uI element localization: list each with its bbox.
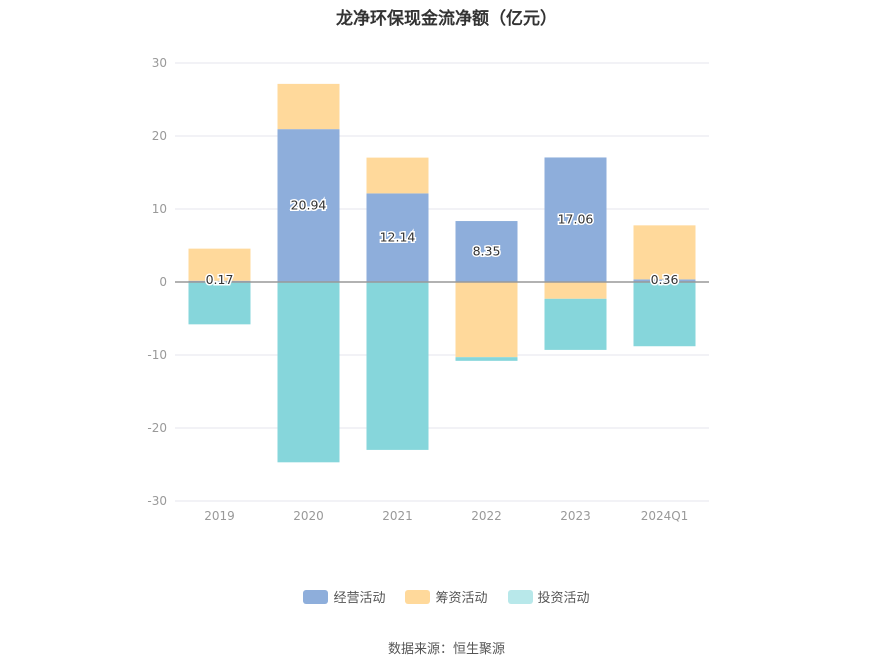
x-axis-ticks: 2019 2020 2021 2022 2023 2024Q1 <box>204 509 688 523</box>
legend-item-operating[interactable]: 经营活动 <box>303 587 385 606</box>
bar-segment <box>455 221 518 282</box>
y-tick-label: -20 <box>147 421 167 435</box>
data-source: 数据来源：恒生聚源 <box>387 642 505 657</box>
x-tick-label: 2020 <box>293 509 324 523</box>
bar-segment <box>633 225 696 280</box>
data-labels: 0.17 20.94 12.14 8.35 17.06 0.36 <box>204 196 680 288</box>
bar-segment <box>455 357 518 361</box>
legend-swatch <box>405 589 431 604</box>
x-tick-label: 2024Q1 <box>641 509 689 523</box>
bar-segment <box>366 193 429 282</box>
y-tick-label: 20 <box>152 129 167 143</box>
y-tick-label: -30 <box>147 494 167 508</box>
data-label: 8.35 <box>473 244 501 259</box>
chart-title: 龙净环保现金流净额（亿元） <box>336 9 557 29</box>
bar-segment <box>188 282 251 325</box>
data-label: 0.36 <box>651 272 679 287</box>
bar-segment <box>544 282 607 299</box>
bar-segment <box>277 282 340 463</box>
bar-segment <box>544 298 607 350</box>
bars <box>188 83 696 463</box>
y-tick-label: 10 <box>152 202 167 216</box>
bar-segment <box>544 157 607 282</box>
legend-item-financing[interactable]: 筹资活动 <box>405 587 488 606</box>
x-tick-label: 2021 <box>382 509 413 523</box>
x-tick-label: 2019 <box>204 509 235 523</box>
y-tick-label: -10 <box>147 348 167 362</box>
data-label: 20.94 <box>291 198 327 213</box>
bar-segment <box>633 282 696 347</box>
x-tick-label: 2022 <box>471 509 502 523</box>
bar-segment <box>455 282 518 358</box>
legend-swatch <box>507 589 533 604</box>
bar-segment <box>366 157 429 194</box>
bar-segment <box>366 282 429 450</box>
data-label: 17.06 <box>558 212 594 227</box>
legend-label: 投资活动 <box>537 591 590 606</box>
data-label: 12.14 <box>380 230 416 245</box>
bar-segment <box>188 248 251 281</box>
x-tick-label: 2023 <box>560 509 591 523</box>
y-axis-ticks: -30 -20 -10 0 10 20 30 <box>147 56 167 508</box>
bar-segment <box>633 279 696 282</box>
y-tick-label: 0 <box>159 275 167 289</box>
data-label: 0.17 <box>206 272 234 287</box>
y-tick-label: 30 <box>152 56 167 70</box>
legend-label: 经营活动 <box>333 591 386 606</box>
legend-swatch <box>303 589 329 604</box>
legend: 经营活动 筹资活动 投资活动 <box>0 587 893 606</box>
grid-lines <box>175 62 709 502</box>
bar-segment <box>277 129 340 282</box>
legend-label: 筹资活动 <box>435 591 488 606</box>
legend-item-investing[interactable]: 投资活动 <box>507 587 590 606</box>
bar-segment <box>277 83 340 130</box>
